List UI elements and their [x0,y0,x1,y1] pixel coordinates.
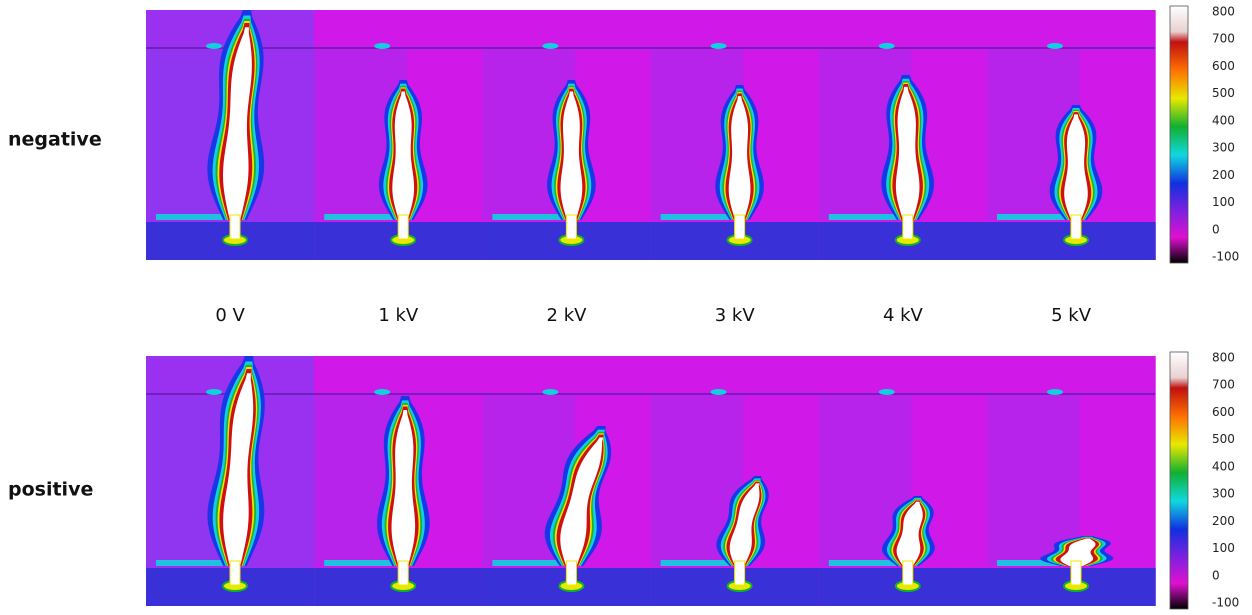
colorbar-tick-label: 100 [1212,541,1235,555]
burner-stem [565,560,577,586]
colorbar-tick-label: -100 [1212,250,1239,264]
flame-layer [392,91,415,220]
colorbar-tick-label: 400 [1212,113,1235,127]
colorbar-tick-label: 700 [1212,378,1235,392]
image-spot [542,389,559,395]
burner-stem [229,560,241,586]
flame-layer [729,483,760,566]
image-spot [206,43,222,49]
flame-layer [1060,538,1096,566]
colorbar-tick-label: 0 [1212,568,1220,582]
flame-layer [728,96,751,220]
flame-layer [223,373,254,566]
image-spot [206,389,222,395]
column-label: 2 kV [547,305,588,326]
colorbar-tick-label: 600 [1212,59,1235,73]
row-label: negative [8,129,102,151]
burner-stem [565,214,577,240]
image-rod [156,214,236,220]
image-rod [660,214,741,220]
burner-stem [1070,560,1082,586]
colorbar-tick-label: 200 [1212,514,1235,528]
colorbar-tick-label: 500 [1212,86,1235,100]
burner-stem [902,560,914,586]
colorbar-tick-label: 400 [1212,459,1235,473]
image-rod [324,214,405,220]
image-rod [997,214,1077,220]
colorbar-tick-label: 300 [1212,141,1235,155]
burner-stem [902,214,914,240]
flame-layer [391,409,416,566]
image-spot [710,43,727,49]
image-rod [156,560,236,566]
burner-stem [397,214,409,240]
image-rod [492,560,573,566]
colorbar-tick-label: 200 [1212,168,1235,182]
colorbar-tick-label: 800 [1212,5,1235,19]
image-spot [1047,389,1063,395]
column-label: 1 kV [378,305,419,326]
column-label: 3 kV [715,305,756,326]
image-rod [828,560,909,566]
column-label: 5 kV [1051,305,1092,326]
burner-stem [734,560,746,586]
colorbar [1169,351,1189,610]
row-label: positive [8,479,93,501]
colorbar-tick-label: 0 [1212,222,1220,236]
image-spot [878,389,895,395]
burner-stem [397,560,409,586]
image-rod [492,214,573,220]
image-rod [828,214,909,220]
image-spot [710,389,727,395]
flame-layer [1064,114,1088,220]
image-spot [542,43,559,49]
flame-layer [222,27,252,220]
flame-layer [560,437,604,566]
image-spot [374,389,391,395]
column-label: 4 kV [883,305,924,326]
burner-stem [734,214,746,240]
colorbar-tick-label: 600 [1212,405,1235,419]
image-rod [997,560,1077,566]
image-rod [324,560,405,566]
colorbar-tick-label: 500 [1212,432,1235,446]
thermal-images [146,10,1156,606]
colorbar-tick-label: 300 [1212,487,1235,501]
burner-stem [1070,214,1082,240]
image-spot [878,43,895,49]
image-rod [660,560,741,566]
flame-layer [895,86,920,220]
flame-layer [560,91,583,220]
image-spot [1047,43,1063,49]
colorbar-tick-label: 700 [1212,32,1235,46]
colorbar [1169,5,1189,264]
column-label: 0 V [215,305,245,326]
image-shade [987,396,1080,566]
colorbar-tick-label: 100 [1212,195,1235,209]
flame-layer [896,501,923,566]
burner-stem [229,214,241,240]
colorbar-tick-label: -100 [1212,596,1239,610]
image-spot [374,43,391,49]
colorbar-tick-label: 800 [1212,351,1235,365]
